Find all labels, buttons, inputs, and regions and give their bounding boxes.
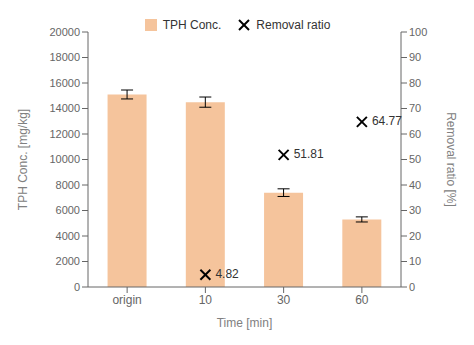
svg-text:40: 40 (409, 179, 421, 191)
svg-text:30: 30 (277, 293, 291, 307)
svg-text:14000: 14000 (49, 102, 80, 114)
svg-text:16000: 16000 (49, 77, 80, 89)
svg-text:60: 60 (355, 293, 369, 307)
svg-text:4.82: 4.82 (215, 267, 239, 281)
svg-text:4000: 4000 (56, 230, 80, 242)
svg-text:60: 60 (409, 128, 421, 140)
html-text:TPH Conc.: TPH Conc. (162, 18, 222, 32)
svg-text:30: 30 (409, 204, 421, 216)
svg-text:20: 20 (409, 230, 421, 242)
svg-text:6000: 6000 (56, 204, 80, 216)
svg-text:0: 0 (74, 281, 80, 293)
svg-text:10: 10 (409, 255, 421, 267)
svg-text:80: 80 (409, 77, 421, 89)
svg-text:10: 10 (199, 293, 213, 307)
svg-text:10000: 10000 (49, 153, 80, 165)
svg-text:origin: origin (112, 293, 141, 307)
svg-text:0: 0 (409, 281, 415, 293)
svg-text:70: 70 (409, 102, 421, 114)
svg-text:50: 50 (409, 153, 421, 165)
svg-text:2000: 2000 (56, 255, 80, 267)
svg-text:51.81: 51.81 (294, 147, 324, 161)
svg-text:20000: 20000 (49, 26, 80, 38)
html-text:Removal ratio: Removal ratio (256, 18, 331, 32)
svg-text:12000: 12000 (49, 128, 80, 140)
svg-text:TPH Conc. [mg/kg]: TPH Conc. [mg/kg] (16, 109, 30, 210)
svg-text:90: 90 (409, 51, 421, 63)
svg-text:Time [min]: Time [min] (217, 316, 273, 330)
svg-text:Removal ratio [%]: Removal ratio [%] (444, 112, 458, 207)
svg-text:8000: 8000 (56, 179, 80, 191)
svg-text:100: 100 (409, 26, 427, 38)
svg-text:18000: 18000 (49, 51, 80, 63)
svg-text:64.77: 64.77 (372, 114, 402, 128)
